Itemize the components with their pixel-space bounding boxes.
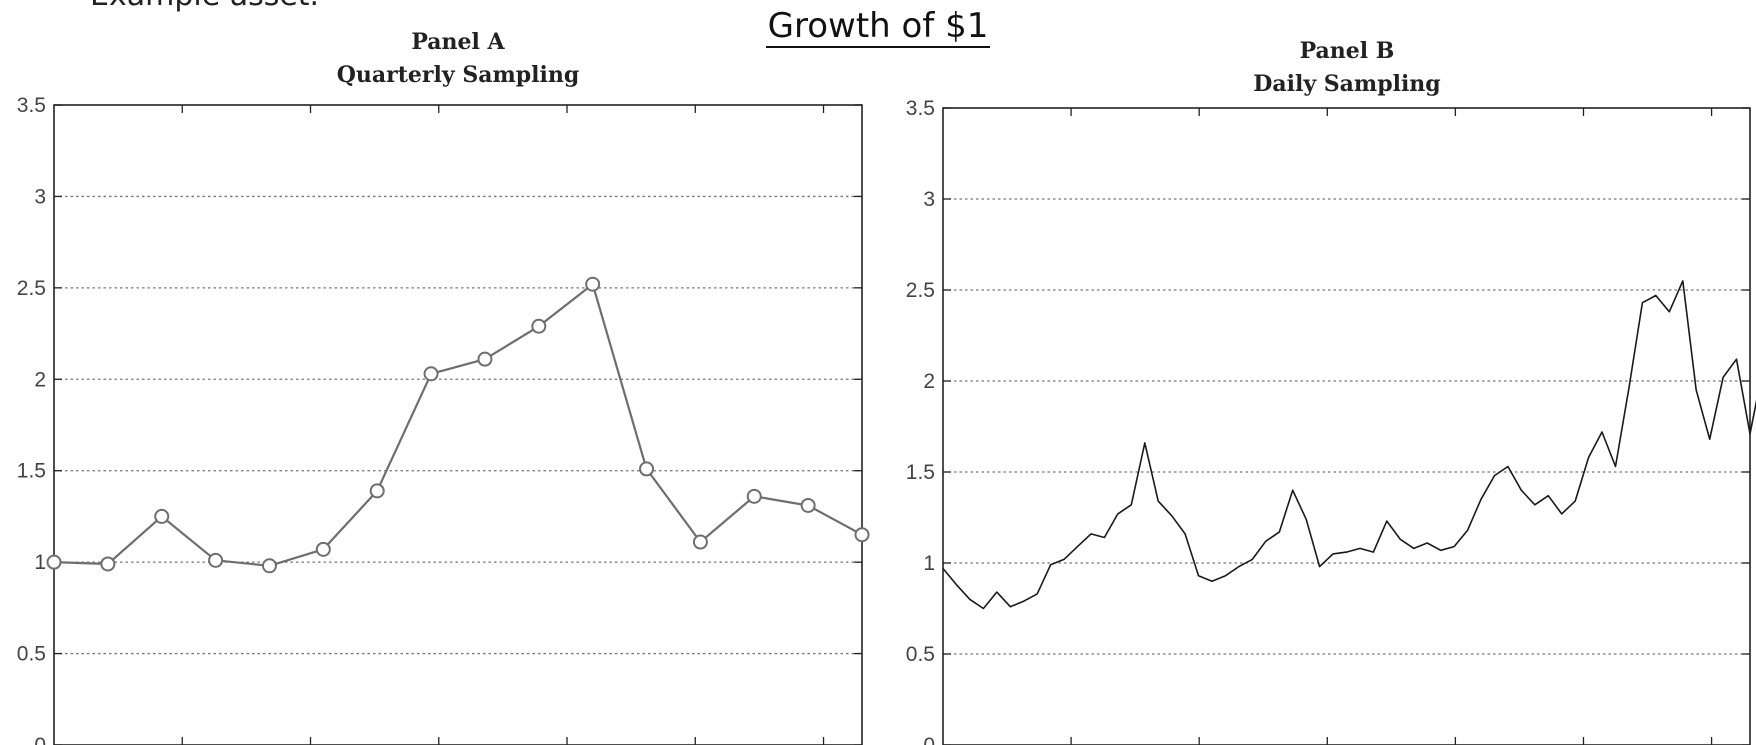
panel-a-data-point xyxy=(477,351,493,367)
panel-a-chart: Panel A Quarterly Sampling 0 0.5 1 1.5 2 2.5 3… xyxy=(17,29,870,745)
panel-b-ytick-label: 0 xyxy=(923,734,935,745)
panel-b-ytick-label: 3.5 xyxy=(906,97,935,120)
panel-a-data-point xyxy=(585,276,601,292)
panel-a-ytick-label: 0.5 xyxy=(17,643,46,666)
panel-a-data-point xyxy=(315,541,331,557)
panel-a-ytick-label: 0 xyxy=(34,734,46,745)
panel-b-ytick-label: 2 xyxy=(923,370,935,393)
panel-b-title: Panel B xyxy=(1300,38,1395,64)
panel-a-data-point xyxy=(261,558,277,574)
panel-b-ytick-label: 1.5 xyxy=(906,461,935,484)
panel-a-data-point xyxy=(639,461,655,477)
panel-a-data-point xyxy=(100,556,116,572)
panel-a-data-point xyxy=(154,508,170,524)
panel-a-ytick-label: 2 xyxy=(34,368,46,391)
panel-a-data-point xyxy=(208,552,224,568)
panel-a-plot-frame xyxy=(53,104,863,745)
panel-b-subtitle: Daily Sampling xyxy=(1253,71,1440,97)
panel-b-ytick-label: 0.5 xyxy=(906,643,935,666)
panel-a-ytick-label: 2.5 xyxy=(17,277,46,300)
panel-a-data-point xyxy=(423,366,439,382)
panel-b-ytick-label: 2.5 xyxy=(906,279,935,302)
panel-a-ytick-label: 1.5 xyxy=(17,460,46,483)
panel-a-data-point xyxy=(854,527,870,543)
figure-title-text: Growth of $1 xyxy=(765,6,991,48)
panel-a-series-line xyxy=(53,283,863,567)
panel-b-plot-frame xyxy=(942,107,1751,745)
panel-b-ytick-label: 1 xyxy=(923,552,935,575)
panel-a-subtitle: Quarterly Sampling xyxy=(337,62,579,88)
panel-b-ytick-label: 3 xyxy=(923,188,935,211)
panel-a-data-point xyxy=(531,318,547,334)
figure-title: Growth of $1 xyxy=(0,6,1756,48)
panel-a-data-point xyxy=(800,497,816,513)
panel-a-data-point xyxy=(369,483,385,499)
panel-a-ytick-label: 1 xyxy=(34,551,46,574)
panel-a-data-point xyxy=(46,554,62,570)
panel-a-title: Panel A xyxy=(411,29,505,55)
panel-a-data-point xyxy=(746,488,762,504)
caption-text: Example asset. xyxy=(90,0,319,13)
panel-b-chart: Panel B Daily Sampling 0 0.5 1 1.5 2 2.5 3 3.5 xyxy=(906,38,1756,745)
panel-b-series-line xyxy=(942,280,1756,610)
panel-a-ytick-label: 3.5 xyxy=(17,94,46,117)
panel-a-data-point xyxy=(692,534,708,550)
panel-a-ytick-label: 3 xyxy=(34,185,46,208)
